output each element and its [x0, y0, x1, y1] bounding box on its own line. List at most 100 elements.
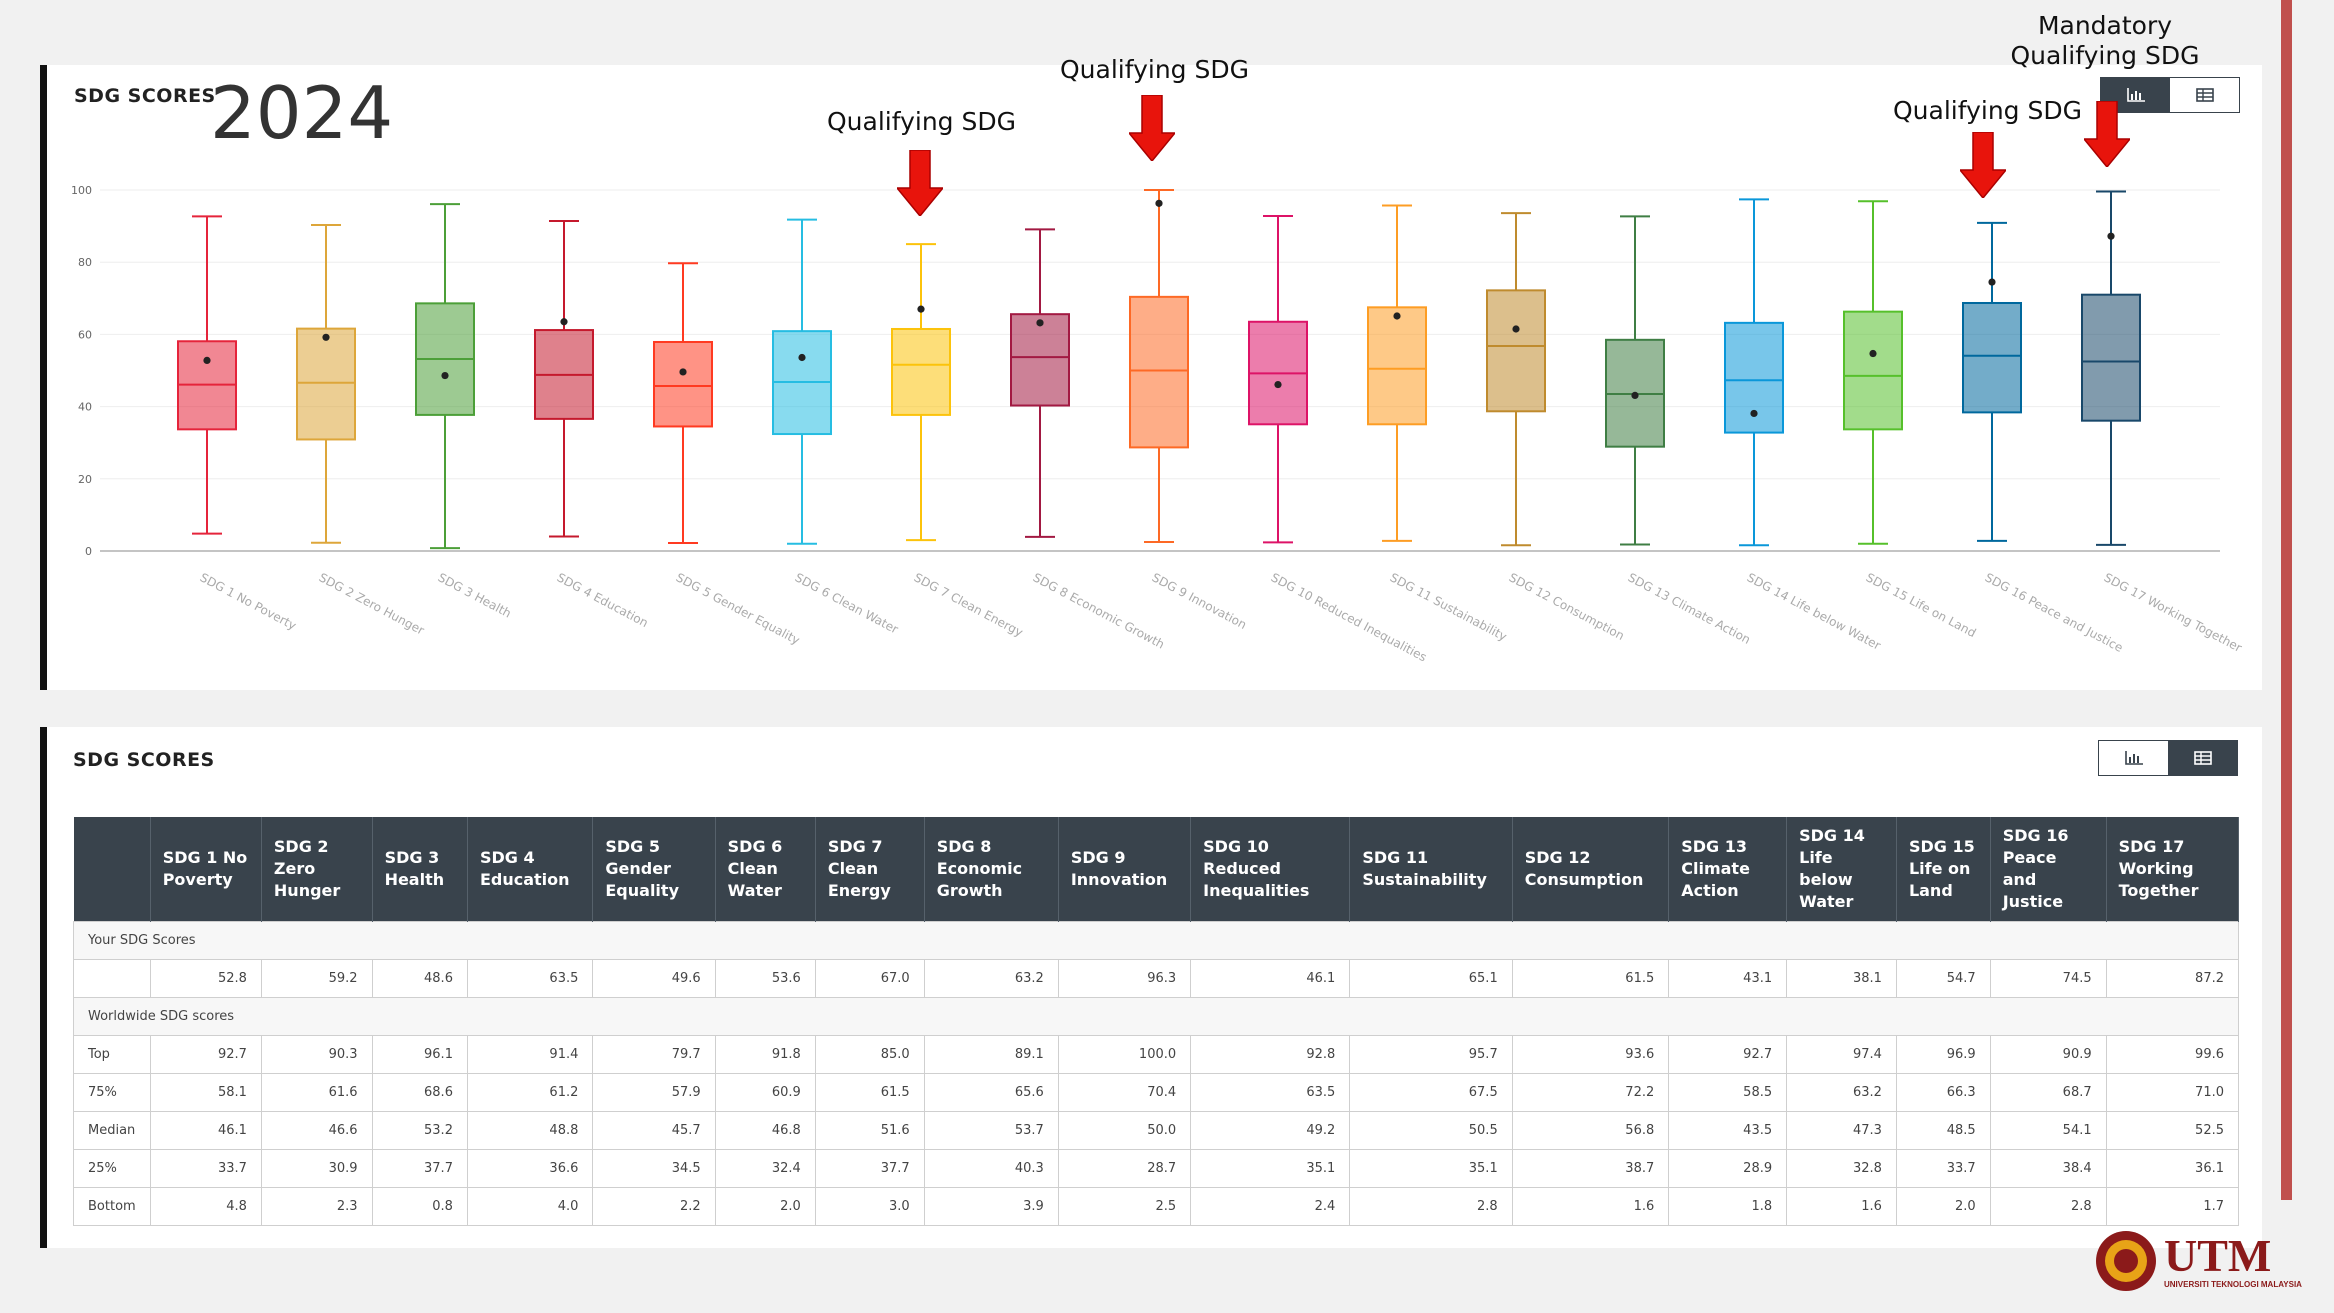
table-header: SDG 6 Clean Water: [715, 817, 816, 922]
table-view-button[interactable]: [2170, 78, 2239, 112]
table-cell: 1.7: [2105, 1187, 2240, 1226]
row-label: Bottom: [73, 1187, 151, 1226]
table-cell: 91.4: [466, 1035, 594, 1074]
your-score-point: [1869, 349, 1877, 358]
table-cell: 38.7: [1511, 1149, 1670, 1188]
table-cell: 50.0: [1057, 1111, 1192, 1150]
x-tick-label: SDG 6 Clean Water: [793, 570, 901, 636]
table-cell: 46.1: [149, 1111, 262, 1150]
table-cell: 0.8: [371, 1187, 468, 1226]
table-header-blank: [73, 817, 151, 922]
table-cell: 87.2: [2105, 959, 2240, 998]
x-tick-label: SDG 13 Climate Action: [1626, 570, 1753, 647]
table-cell: 53.6: [714, 959, 816, 998]
table-header: SDG 15 Life on Land: [1896, 817, 1991, 922]
table-cell: 61.5: [1511, 959, 1670, 998]
arrow-down-icon: [2084, 101, 2130, 167]
table-cell: 2.3: [260, 1187, 373, 1226]
table-cell: 93.6: [1511, 1035, 1670, 1074]
table-header: SDG 17 Working Together: [2106, 817, 2240, 922]
table-cell: 4.8: [149, 1187, 262, 1226]
table-row: Median 46.1 46.6 53.2 48.8 45.7 46.8 51.6 53.7 50…: [73, 1111, 2240, 1150]
table-cell: 58.5: [1668, 1073, 1788, 1112]
table-cell: 67.5: [1349, 1073, 1513, 1112]
table-cell: 37.7: [371, 1149, 468, 1188]
table-cell: 37.7: [814, 1149, 925, 1188]
table-header: SDG 4 Education: [467, 817, 594, 922]
your-score-point: [2107, 232, 2115, 240]
table-cell: 68.7: [1989, 1073, 2107, 1112]
table-header: SDG 3 Health: [372, 817, 468, 922]
table-cell: 61.6: [260, 1073, 373, 1112]
table-cell: 53.2: [371, 1111, 468, 1150]
table-cell: 54.7: [1895, 959, 1991, 998]
box: [1724, 321, 1784, 434]
table-cell: 35.1: [1190, 1149, 1351, 1188]
table-header: SDG 16 Peace and Justice: [1990, 817, 2107, 922]
table-cell: 36.6: [466, 1149, 594, 1188]
table-cell: 72.2: [1511, 1073, 1670, 1112]
table-cell: 58.1: [149, 1073, 262, 1112]
table-cell: 50.5: [1349, 1111, 1513, 1150]
panel-rule: [40, 727, 47, 1248]
table-view-button[interactable]: [2168, 741, 2237, 775]
table-header: SDG 2 Zero Hunger: [261, 817, 373, 922]
table-header: SDG 10 Reduced Inequalities: [1190, 817, 1351, 922]
view-toggle: [2098, 740, 2238, 776]
your-score-point: [917, 305, 925, 313]
table-cell: 49.2: [1190, 1111, 1351, 1150]
chart-panel-title: SDG SCORES: [74, 85, 216, 107]
table-cell: 67.0: [814, 959, 925, 998]
x-tick-label: SDG 5 Gender Equality: [674, 570, 803, 647]
utm-logo: UTM UNIVERSITI TEKNOLOGI MALAYSIA: [2096, 1230, 2302, 1291]
table-cell: 56.8: [1511, 1111, 1670, 1150]
table-header-row: SDG 1 No Poverty SDG 2 Zero Hunger SDG 3 H…: [73, 817, 2240, 922]
table-row: 75% 58.1 61.6 68.6 61.2 57.9 60.9 61.5 65.6 70.4 6…: [73, 1073, 2240, 1112]
table-cell: 35.1: [1349, 1149, 1513, 1188]
table-header: SDG 5 Gender Equality: [592, 817, 716, 922]
box: [1129, 295, 1189, 449]
table-header: SDG 8 Economic Growth: [924, 817, 1059, 922]
group-label: Your SDG Scores: [73, 921, 2239, 960]
table-cell: 90.9: [1989, 1035, 2107, 1074]
x-tick-label: SDG 1 No Poverty: [198, 570, 299, 633]
row-label: 75%: [73, 1073, 151, 1112]
box: [653, 340, 713, 428]
chart-view-button[interactable]: [2099, 741, 2168, 775]
table-row: Top 92.7 90.3 96.1 91.4 79.7 91.8 85.0 89.1 100.0…: [73, 1035, 2240, 1074]
table-cell: 30.9: [260, 1149, 373, 1188]
boxplot-chart: 0 20 40 60 80 100 SDG 1 No Poverty SDG 2 Zero H…: [71, 184, 2244, 664]
arrow-down-icon: [1129, 95, 1175, 161]
table-cell: 71.0: [2105, 1073, 2240, 1112]
table-cell: 34.5: [592, 1149, 716, 1188]
table-cell: 43.1: [1668, 959, 1788, 998]
x-tick-label: SDG 4 Education: [555, 570, 651, 630]
table-cell: 57.9: [592, 1073, 716, 1112]
box: [1486, 289, 1546, 413]
table-cell: 2.5: [1057, 1187, 1192, 1226]
table-row: 52.8 59.2 48.6 63.5 49.6 53.6 67.0 63.2 96.3 46.1…: [73, 959, 2240, 998]
table-cell: 28.9: [1668, 1149, 1788, 1188]
table-cell: 59.2: [260, 959, 373, 998]
box: [296, 327, 356, 441]
table-cell: 36.1: [2105, 1149, 2240, 1188]
box: [1843, 310, 1903, 431]
your-score-point: [441, 371, 449, 380]
table-cell: 79.7: [592, 1035, 716, 1074]
table-cell: 38.1: [1786, 959, 1897, 998]
table-cell: 48.6: [371, 959, 468, 998]
table-cell: 28.7: [1057, 1149, 1192, 1188]
table-cell: 89.1: [923, 1035, 1059, 1074]
your-score-point: [1512, 325, 1520, 333]
row-label: 25%: [73, 1149, 151, 1188]
table-cell: 40.3: [923, 1149, 1059, 1188]
y-tick-label: 0: [85, 545, 92, 558]
table-cell: 52.5: [2105, 1111, 2240, 1150]
table-row: Bottom 4.8 2.3 0.8 4.0 2.2 2.0 3.0 3.9 2.5 2.4 2.8 1…: [73, 1187, 2240, 1226]
table-cell: 52.8: [149, 959, 262, 998]
annotation-label: Qualifying SDG: [1893, 96, 2082, 125]
table-cell: 65.1: [1349, 959, 1513, 998]
table-cell: 95.7: [1349, 1035, 1513, 1074]
table-cell: 85.0: [814, 1035, 925, 1074]
table-cell: 2.4: [1190, 1187, 1351, 1226]
